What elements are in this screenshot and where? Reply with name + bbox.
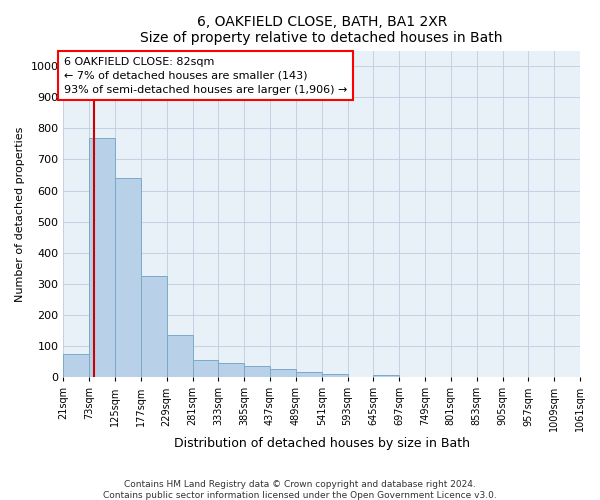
X-axis label: Distribution of detached houses by size in Bath: Distribution of detached houses by size … bbox=[174, 437, 470, 450]
Bar bbox=[296, 372, 322, 377]
Bar bbox=[115, 178, 141, 377]
Bar bbox=[218, 363, 244, 377]
Text: Contains HM Land Registry data © Crown copyright and database right 2024.
Contai: Contains HM Land Registry data © Crown c… bbox=[103, 480, 497, 500]
Bar bbox=[322, 374, 347, 377]
Y-axis label: Number of detached properties: Number of detached properties bbox=[15, 126, 25, 302]
Bar bbox=[244, 366, 270, 377]
Title: 6, OAKFIELD CLOSE, BATH, BA1 2XR
Size of property relative to detached houses in: 6, OAKFIELD CLOSE, BATH, BA1 2XR Size of… bbox=[140, 15, 503, 45]
Text: 6 OAKFIELD CLOSE: 82sqm
← 7% of detached houses are smaller (143)
93% of semi-de: 6 OAKFIELD CLOSE: 82sqm ← 7% of detached… bbox=[64, 57, 347, 95]
Bar bbox=[141, 276, 167, 377]
Bar bbox=[270, 370, 296, 377]
Bar bbox=[373, 374, 399, 377]
Bar bbox=[193, 360, 218, 377]
Bar bbox=[64, 354, 89, 377]
Bar bbox=[167, 335, 193, 377]
Bar bbox=[89, 138, 115, 377]
